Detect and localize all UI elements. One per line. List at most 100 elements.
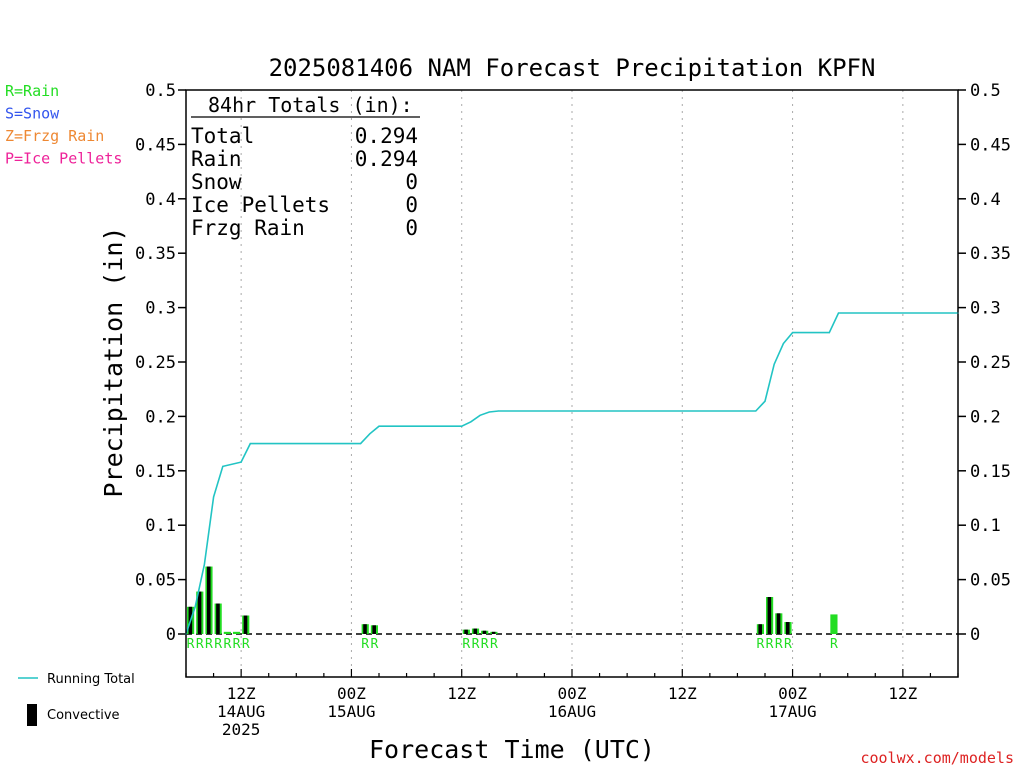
totals-row-label: Ice Pellets xyxy=(191,193,330,217)
precip-type-label: R xyxy=(481,637,489,652)
y-tick-label-left: 0 xyxy=(166,625,176,645)
precip-type-label: R xyxy=(830,637,838,652)
convective-bar xyxy=(491,631,496,634)
y-tick-label-right: 0 xyxy=(970,625,980,645)
x-tick-label: 16AUG xyxy=(548,702,596,721)
convective-bar xyxy=(372,625,376,634)
running-total-point xyxy=(791,332,794,334)
running-total-point xyxy=(755,410,757,412)
convective-bar xyxy=(482,630,487,634)
totals-row-label: Snow xyxy=(191,170,242,194)
x-tick-label: 17AUG xyxy=(768,702,816,721)
y-tick-label-left: 0.25 xyxy=(135,353,176,373)
running-total-point xyxy=(203,563,205,565)
convective-bar xyxy=(206,566,211,634)
x-tick-label: 12Z xyxy=(227,684,256,703)
running-total-point xyxy=(957,312,959,314)
precip-bars xyxy=(187,566,838,634)
totals-heading: 84hr Totals (in): xyxy=(208,93,413,117)
x-tick-label: 14AUG xyxy=(217,702,265,721)
running-total-point xyxy=(185,633,187,635)
running-total-point xyxy=(782,342,784,345)
convective-bar xyxy=(197,591,202,634)
y-tick-label-left: 0.1 xyxy=(145,516,176,536)
precip-type-label: R xyxy=(214,637,222,652)
precip-legend-entry: P=Ice Pellets xyxy=(5,150,122,168)
totals-box: 84hr Totals (in): Total 0.294 Rain 0.294 Snow… xyxy=(191,93,420,240)
running-total-point xyxy=(222,465,224,468)
y-tick-label-left: 0.05 xyxy=(135,571,176,591)
running-total-point xyxy=(837,312,840,314)
precip-type-label: R xyxy=(223,637,231,652)
x-tick-label: 00Z xyxy=(558,684,587,703)
totals-row-value: 0.294 xyxy=(355,147,418,171)
y-tick-label-right: 0.35 xyxy=(970,244,1011,264)
running-total-point xyxy=(470,421,472,423)
y-tick-label-left: 0.4 xyxy=(145,190,176,210)
precip-type-label: R xyxy=(187,637,195,652)
precip-type-label: R xyxy=(233,637,241,652)
totals-row-value: 0 xyxy=(405,193,418,217)
x-tick-label: 2025 xyxy=(222,720,261,739)
precip-type-label: R xyxy=(242,637,250,652)
chart-title: 2025081406 NAM Forecast Precipitation KP… xyxy=(269,54,876,82)
precip-type-label: R xyxy=(756,637,764,652)
precip-type-label: R xyxy=(784,637,792,652)
precip-type-label: R xyxy=(766,637,774,652)
precip-type-label: R xyxy=(196,637,204,652)
y-tick-label-right: 0.05 xyxy=(970,571,1011,591)
totals-row-label: Frzg Rain xyxy=(191,216,305,240)
y-tick-label-left: 0.2 xyxy=(145,407,176,427)
x-tick-label: 12Z xyxy=(668,684,697,703)
totals-row-value: 0.294 xyxy=(355,124,418,148)
x-tick-label: 12Z xyxy=(888,684,917,703)
y-tick-label-left: 0.35 xyxy=(135,244,176,264)
precip-legend-entry: S=Snow xyxy=(5,105,60,123)
precip-bar xyxy=(232,631,241,634)
precip-bar xyxy=(830,614,838,634)
precip-legend-entry: Z=Frzg Rain xyxy=(5,127,104,145)
running-total-point xyxy=(212,496,215,498)
y-tick-label-right: 0.4 xyxy=(970,190,1001,210)
convective-bar xyxy=(758,624,762,634)
y-tick-label-left: 0.5 xyxy=(145,81,176,101)
totals-row-label: Rain xyxy=(191,147,242,171)
precip-type-label: R xyxy=(370,637,378,652)
precip-legend-entry: R=Rain xyxy=(5,82,59,100)
x-tick-label: 15AUG xyxy=(327,702,375,721)
series-legend: Running Total Convective xyxy=(18,672,135,726)
convective-bar xyxy=(464,629,468,634)
running-total-point xyxy=(461,425,463,427)
y-tick-label-left: 0.45 xyxy=(135,135,176,155)
running-total-point xyxy=(828,332,830,334)
y-axis-label: Precipitation (in) xyxy=(99,227,128,498)
precip-type-label: R xyxy=(462,637,470,652)
x-tick-label: 00Z xyxy=(337,684,366,703)
running-total-point xyxy=(240,461,242,463)
precip-type-label: R xyxy=(205,637,213,652)
running-total-point xyxy=(764,400,766,402)
y-tick-label-left: 0.3 xyxy=(145,299,176,319)
convective-bar xyxy=(776,613,781,634)
y-tick-label-right: 0.3 xyxy=(970,299,1001,319)
series-legend-label: Convective xyxy=(47,708,120,723)
precip-type-label: R xyxy=(490,637,498,652)
running-total-point xyxy=(378,425,380,427)
convective-legend-swatch xyxy=(27,704,37,726)
series-legend-label: Running Total xyxy=(47,672,135,687)
convective-bar xyxy=(363,624,367,634)
running-total-point xyxy=(773,363,775,365)
x-tick-label: 12Z xyxy=(447,684,476,703)
y-axis-right: 0 0.05 0.1 0.15 0.2 0.25 0.3 0.35 0.4 0.45 0.5 xyxy=(958,81,1011,645)
running-total-line xyxy=(185,312,958,635)
running-total-point xyxy=(360,443,362,445)
y-axis-left: 0 0.05 0.1 0.15 0.2 0.25 0.3 0.35 0.4 0.45 0.5 xyxy=(135,81,186,645)
precip-bar xyxy=(223,631,231,634)
running-total-point xyxy=(497,410,500,412)
convective-bar xyxy=(243,615,248,634)
y-tick-label-right: 0.5 xyxy=(970,81,1001,101)
y-tick-label-right: 0.25 xyxy=(970,353,1011,373)
